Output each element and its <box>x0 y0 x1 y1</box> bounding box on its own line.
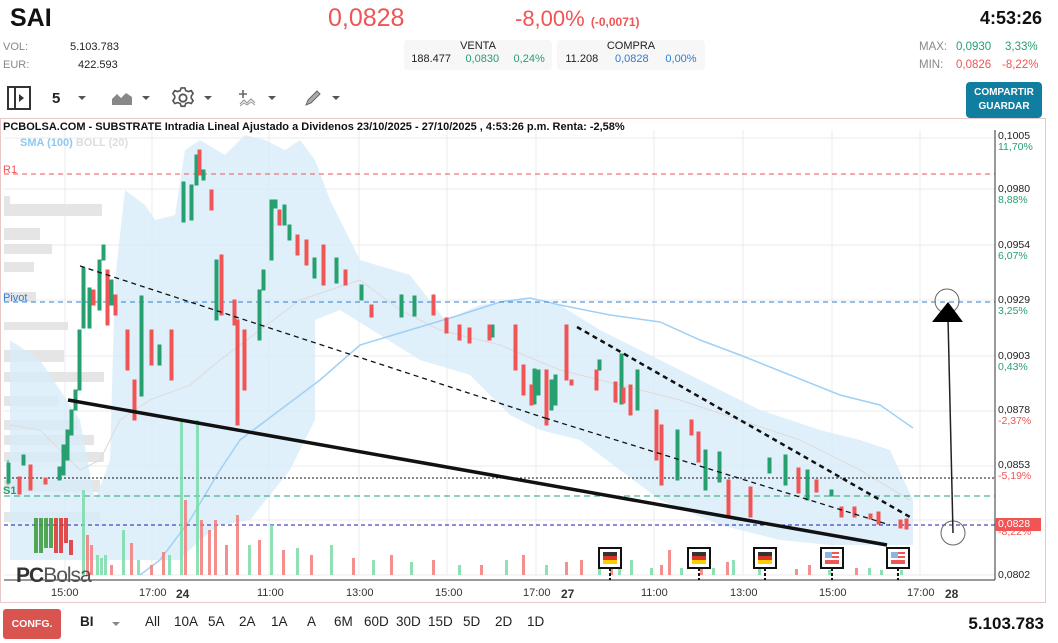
chart-title: PCBOLSA.COM - SUBSTRATE Intradia Lineal … <box>3 121 625 133</box>
compra-label: COMPRA <box>606 40 656 52</box>
config-button[interactable]: CONFG. <box>3 609 61 639</box>
sidebar-toggle-icon <box>7 86 31 110</box>
chevron-down-icon <box>142 96 150 100</box>
x-tick: 17:00 <box>139 587 167 599</box>
chart-type-dropdown[interactable] <box>112 86 150 110</box>
gear-icon <box>172 87 194 108</box>
clock: 4:53:26 <box>979 8 1042 28</box>
chart-legend: SMA (100) BOLL (20) <box>20 137 128 149</box>
x-tick: 17:00 <box>523 587 551 599</box>
x-tick: 13:00 <box>730 587 758 599</box>
min-value: 0,0826 <box>956 59 992 71</box>
range-1a[interactable]: 1A <box>271 614 288 629</box>
min-label: MIN: <box>919 59 944 71</box>
y-tick: -8,22% <box>998 526 1032 538</box>
compra-pct: 0,00% <box>665 53 697 65</box>
chevron-down-icon <box>204 96 212 100</box>
indicators-icon <box>239 90 256 107</box>
pencil-icon <box>305 90 321 106</box>
range-5a[interactable]: 5A <box>208 614 225 629</box>
last-price-tag: 0,0828 <box>995 518 1041 531</box>
y-tick: 0,0929 3,25% <box>998 294 1031 317</box>
venta-box: VENTA 188.477 0,0830 0,24% <box>404 40 552 70</box>
level-s1-label: S1 <box>3 485 17 497</box>
price-change: -8,00% (-0,0071) <box>515 6 640 32</box>
y-tick: 0,0853 -5,19% <box>998 459 1032 482</box>
venta-price: 0,0830 <box>465 53 500 65</box>
range-30d[interactable]: 30D <box>396 614 421 629</box>
indicators-dropdown[interactable] <box>238 86 276 110</box>
chevron-down-icon <box>78 96 87 100</box>
mode-label: BI <box>80 614 94 629</box>
y-tick: 0,0878 -2,37% <box>998 404 1032 427</box>
max-label: MAX: <box>919 41 948 53</box>
change-absolute: (-0,0071) <box>590 15 640 29</box>
compra-price: 0,0828 <box>614 53 649 65</box>
x-tick-day: 28 <box>945 587 959 601</box>
x-tick: 15:00 <box>51 587 79 599</box>
sidebar-toggle-button[interactable] <box>7 86 31 110</box>
y-tick: 0,0802 <box>998 569 1031 581</box>
venta-label: VENTA <box>460 40 496 52</box>
chevron-down-icon <box>268 96 276 100</box>
range-6m[interactable]: 6M <box>334 614 353 629</box>
max-pct: 3,33% <box>1005 41 1038 53</box>
range-2d[interactable]: 2D <box>495 614 513 629</box>
range-60d[interactable]: 60D <box>364 614 389 629</box>
x-tick: 11:00 <box>257 587 284 599</box>
compra-box: COMPRA 11.208 0,0828 0,00% <box>557 40 705 70</box>
interval-dropdown[interactable]: 5 <box>52 86 87 110</box>
change-percent: -8,00% <box>515 6 585 31</box>
y-tick: 0,0954 6,07% <box>998 239 1031 262</box>
legend-sma[interactable]: SMA (100) <box>20 137 73 149</box>
event-flags <box>598 547 910 580</box>
chevron-down-icon <box>332 96 340 100</box>
settings-dropdown[interactable] <box>172 86 212 110</box>
y-tick: 0,0980 8,88% <box>998 183 1031 206</box>
range-2a[interactable]: 2A <box>239 614 256 629</box>
price-chart[interactable] <box>0 118 1046 603</box>
share-label: COMPARTIR <box>974 87 1034 98</box>
x-tick-day: 27 <box>561 587 575 601</box>
drawing-tools-dropdown[interactable] <box>304 86 340 110</box>
x-tick: 15:00 <box>435 587 463 599</box>
chart-area[interactable] <box>0 118 1046 603</box>
venta-qty: 188.477 <box>411 53 451 65</box>
total-volume: 5.103.783 <box>968 614 1044 633</box>
range-5d[interactable]: 5D <box>463 614 481 629</box>
range-all[interactable]: All <box>145 614 161 629</box>
range-15d[interactable]: 15D <box>428 614 453 629</box>
interval-value: 5 <box>52 89 61 107</box>
ticker-symbol: SAI <box>10 4 52 32</box>
share-save-button[interactable]: COMPARTIR GUARDAR <box>966 82 1042 118</box>
range-a[interactable]: A <box>307 614 317 629</box>
range-1d[interactable]: 1D <box>527 614 545 629</box>
max-value: 0,0930 <box>956 41 992 53</box>
range-10a[interactable]: 10A <box>174 614 199 629</box>
area-chart-icon <box>112 93 132 105</box>
bottom-bar: CONFG. BI All 10A 5A 2A 1A A 6M 60D 30D … <box>0 607 1058 643</box>
pcbolsa-logo: PCBolsa <box>16 564 92 587</box>
x-tick: 11:00 <box>641 587 668 599</box>
legend-boll[interactable]: BOLL (20) <box>75 137 129 149</box>
eur-value: 422.593 <box>78 59 118 71</box>
x-tick-day: 24 <box>176 587 190 601</box>
y-tick: 0,1005 11,70% <box>998 130 1033 153</box>
eur-label: EUR: <box>3 59 30 71</box>
save-label: GUARDAR <box>978 101 1030 112</box>
level-r1-label: R1 <box>3 164 18 176</box>
compra-qty: 11.208 <box>565 53 599 65</box>
mode-dropdown[interactable]: BI <box>80 614 120 629</box>
vol-label: VOL: <box>3 41 29 53</box>
vol-value: 5.103.783 <box>70 41 119 53</box>
x-tick: 15:00 <box>819 587 847 599</box>
min-pct: -8,22% <box>1002 59 1039 71</box>
venta-pct: 0,24% <box>513 53 545 65</box>
x-tick: 17:00 <box>907 587 935 599</box>
level-pivot-label: Pivot <box>3 292 28 304</box>
chevron-down-icon <box>111 622 120 626</box>
last-price: 0,0828 <box>328 4 405 32</box>
y-tick: 0,0903 0,43% <box>998 350 1031 373</box>
x-tick: 13:00 <box>346 587 374 599</box>
